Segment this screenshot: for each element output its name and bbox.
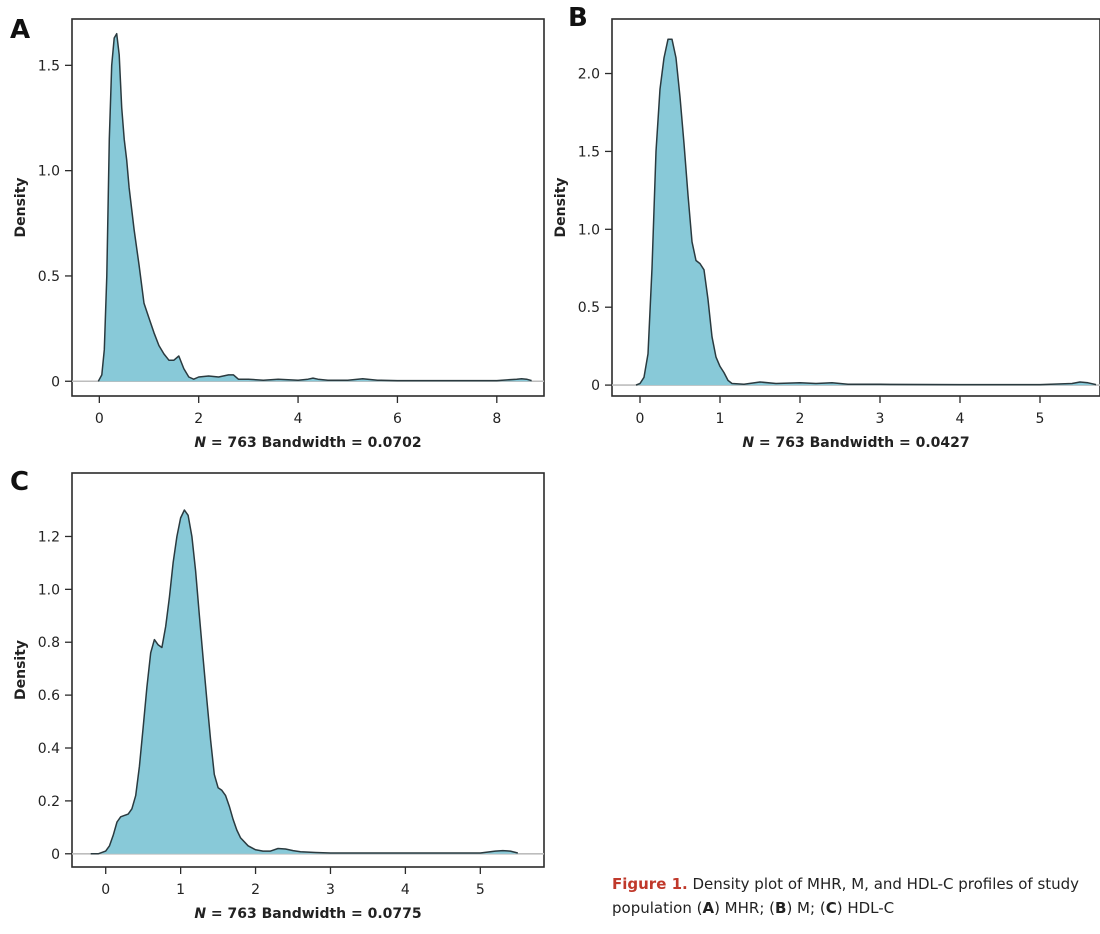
y-tick-label: 1.0 [38, 582, 60, 598]
panel-a: A 0 2 4 6 8 0 0.5 1.0 1.5 Density N = 763 Bandwidth… [0, 0, 560, 470]
x-axis-label: N = 763 Bandwidth = 0.0775 [194, 906, 421, 922]
y-tick-label: 0 [591, 378, 600, 394]
x-axis-label: N = 763 Bandwidth = 0.0427 [742, 435, 969, 451]
x-tick-label: 4 [956, 411, 965, 427]
y-tick-label: 1.5 [578, 144, 600, 160]
y-axis-label: Density [553, 177, 569, 237]
x-tick-label: 8 [492, 411, 501, 427]
figure-caption: Figure 1. Density plot of MHR, M, and HD… [612, 872, 1100, 920]
density-curve [90, 509, 518, 855]
y-tick-label: 1.0 [578, 222, 600, 238]
caption-ref-b: B [775, 899, 787, 917]
caption-text-2: ) MHR; ( [714, 899, 775, 917]
y-tick-label: 1.2 [38, 529, 60, 545]
x-tick-label: 4 [401, 882, 410, 898]
caption-ref-c: C [825, 899, 837, 917]
x-tick-label: 4 [294, 411, 303, 427]
y-tick-label: 2.0 [578, 67, 600, 83]
x-axis-label-rest: = 763 Bandwidth = 0.0775 [206, 906, 422, 922]
caption-figure-label: Figure 1. [612, 875, 688, 893]
plot-frame [71, 472, 545, 868]
density-chart-c: C 0 1 2 3 4 5 0 0.2 0.4 0.6 0.8 1.0 1.2 Density N = 763… [10, 467, 545, 922]
panel-b: B 0 1 2 3 4 5 0 0.5 1.0 1.5 2.0 Density N = 763 Bandw… [553, 0, 1100, 470]
y-tick-label: 0.5 [38, 269, 60, 285]
density-curve [635, 38, 1097, 386]
x-tick-label: 6 [393, 411, 402, 427]
x-axis-label-n: N [742, 435, 754, 451]
x-tick-label: 5 [476, 882, 485, 898]
x-axis-label-rest: = 763 Bandwidth = 0.0427 [754, 435, 970, 451]
y-tick-label: 0.6 [38, 688, 60, 704]
x-tick-label: 0 [95, 411, 104, 427]
x-tick-label: 1 [176, 882, 185, 898]
caption-ref-a: A [702, 899, 715, 917]
x-tick-label: 2 [251, 882, 260, 898]
x-tick-label: 3 [326, 882, 335, 898]
panel-letter-b: B [568, 3, 588, 33]
density-chart-b: B 0 1 2 3 4 5 0 0.5 1.0 1.5 2.0 Density N = 763 Bandw… [553, 3, 1100, 451]
caption-text-3: ) M; ( [786, 899, 826, 917]
y-axis-label: Density [13, 640, 29, 700]
density-curve [97, 32, 532, 382]
x-axis-label-rest: = 763 Bandwidth = 0.0702 [206, 435, 422, 451]
y-tick-label: 0 [51, 847, 60, 863]
y-tick-label: 0.2 [38, 794, 60, 810]
x-tick-label: 2 [194, 411, 203, 427]
x-tick-label: 0 [636, 411, 645, 427]
density-area [636, 39, 1096, 386]
plot-frame [611, 18, 1100, 397]
y-axis-label: Density [13, 177, 29, 237]
y-tick-label: 0.4 [38, 741, 60, 757]
x-tick-label: 1 [716, 411, 725, 427]
panel-letter-c: C [10, 467, 29, 497]
x-axis-label-n: N [194, 906, 206, 922]
caption-text-4: ) HDL-C [836, 899, 895, 917]
y-tick-label: 1.0 [38, 164, 60, 180]
x-axis-label-n: N [194, 435, 206, 451]
density-chart-a: A 0 2 4 6 8 0 0.5 1.0 1.5 Density N = 763 Bandwidth… [10, 15, 545, 451]
density-area [90, 510, 518, 854]
panel-letter-a: A [10, 15, 30, 45]
y-tick-label: 1.5 [38, 58, 60, 74]
y-tick-label: 0 [51, 374, 60, 390]
plot-frame [71, 18, 545, 397]
y-tick-label: 0.5 [578, 300, 600, 316]
y-tick-label: 0.8 [38, 635, 60, 651]
x-tick-label: 0 [101, 882, 110, 898]
x-tick-label: 2 [796, 411, 805, 427]
x-axis-label: N = 763 Bandwidth = 0.0702 [194, 435, 421, 451]
x-tick-label: 3 [876, 411, 885, 427]
panel-c: C 0 1 2 3 4 5 0 0.2 0.4 0.6 0.8 1.0 1.2 Density N = 763… [0, 460, 560, 934]
density-area [98, 33, 532, 382]
caption-text-1: Density plot of MHR, M, and HDL-C profil… [612, 875, 1080, 917]
x-tick-label: 5 [1036, 411, 1045, 427]
